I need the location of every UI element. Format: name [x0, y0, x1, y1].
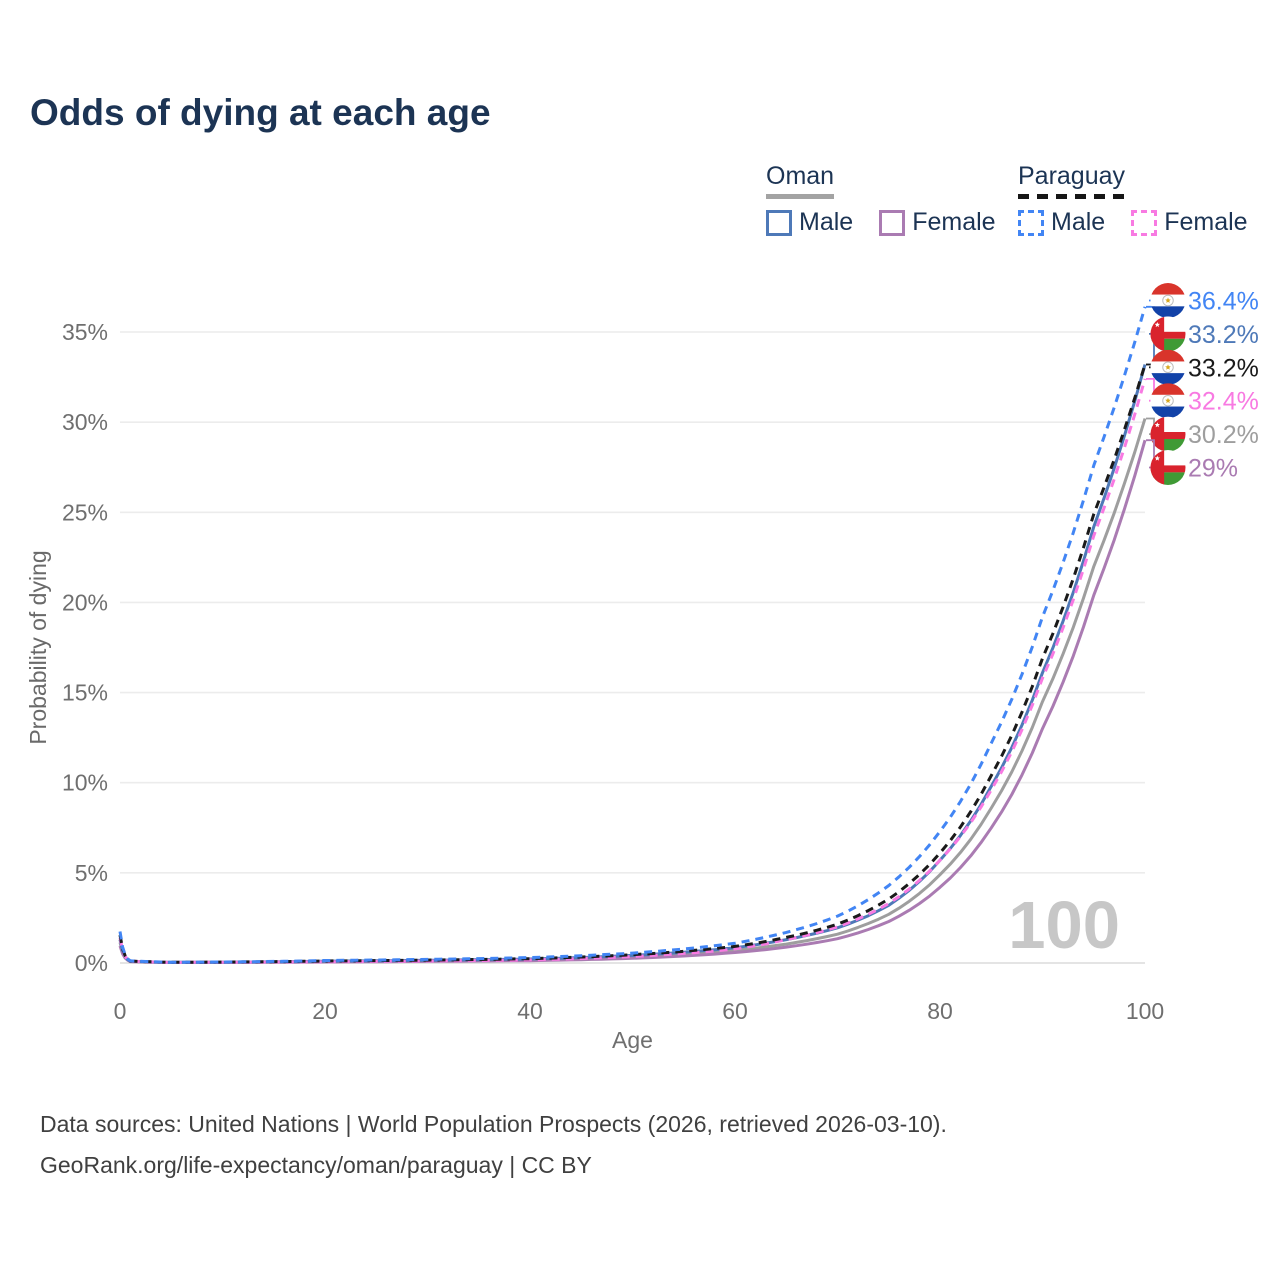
x-tick-label: 60 [722, 998, 748, 1024]
data-sources-line1: Data sources: United Nations | World Pop… [40, 1111, 947, 1137]
x-tick-label: 20 [312, 998, 338, 1024]
oman-flag-icon [1150, 450, 1186, 485]
paraguay-flag-icon [1150, 349, 1186, 385]
series-line-paraguay-female[interactable] [118, 378, 1147, 964]
end-value-label-oman-both: 30.2% [1188, 421, 1259, 449]
data-sources-line2: GeoRank.org/life-expectancy/oman/paragua… [40, 1152, 592, 1178]
legend-item-paraguay-male[interactable]: Male [1018, 208, 1105, 237]
end-value-label-paraguay-male: 36.4% [1188, 288, 1259, 316]
legend-group-oman: Oman Male Female [766, 162, 996, 237]
paraguay-country-line-swatch [1018, 194, 1126, 199]
series-line-paraguay-male[interactable] [118, 306, 1147, 964]
end-value-label-paraguay-both: 33.2% [1188, 354, 1259, 382]
x-tick-label: 0 [114, 998, 127, 1024]
end-value-label-oman-female: 29% [1188, 455, 1238, 483]
legend-item-oman-male[interactable]: Male [766, 208, 853, 237]
y-tick-label: 0% [75, 950, 108, 976]
y-tick-label: 10% [62, 770, 108, 796]
paraguay-female-swatch-icon [1131, 209, 1158, 236]
y-tick-label: 25% [62, 499, 108, 525]
series-line-oman-both[interactable] [118, 418, 1147, 964]
y-tick-label: 5% [75, 860, 108, 886]
page-title: Odds of dying at each age [30, 92, 491, 133]
oman-female-swatch-icon [879, 209, 906, 236]
end-value-label-oman-male: 33.2% [1188, 321, 1259, 349]
legend-item-paraguay-male-label: Male [1051, 208, 1106, 236]
paraguay-flag-icon [1150, 283, 1186, 318]
oman-country-line-swatch [766, 194, 835, 199]
legend-country-paraguay[interactable]: Paraguay [1018, 162, 1126, 199]
paraguay-flag-icon [1150, 383, 1186, 419]
oman-male-swatch-icon [766, 209, 792, 236]
legend-group-paraguay: Paraguay Male Female [1018, 162, 1248, 237]
y-tick-label: 30% [62, 409, 108, 435]
y-tick-label: 35% [62, 319, 108, 345]
hover-age-watermark: 100 [1008, 888, 1120, 963]
oman-flag-icon [1150, 416, 1186, 452]
y-axis-title: Probability of dying [25, 550, 51, 744]
data-sources: Data sources: United Nations | World Pop… [40, 1104, 947, 1186]
y-tick-label: 15% [62, 680, 108, 706]
legend-item-oman-female[interactable]: Female [879, 208, 996, 237]
legend-country-oman[interactable]: Oman [766, 162, 835, 199]
legend-item-paraguay-female-label: Female [1164, 208, 1248, 236]
end-value-label-paraguay-female: 32.4% [1188, 388, 1259, 416]
legend-item-paraguay-female[interactable]: Female [1131, 208, 1248, 237]
series-line-oman-female[interactable] [118, 439, 1147, 964]
x-tick-label: 40 [517, 998, 543, 1024]
legend-item-oman-female-label: Female [912, 208, 996, 236]
x-axis-title: Age [612, 1027, 653, 1053]
x-tick-label: 100 [1126, 998, 1164, 1024]
oman-flag-icon [1150, 316, 1186, 352]
legend-country-paraguay-label: Paraguay [1018, 162, 1126, 190]
legend-country-oman-label: Oman [766, 162, 835, 190]
paraguay-male-swatch-icon [1018, 209, 1044, 236]
x-tick-label: 80 [927, 998, 953, 1024]
legend-item-oman-male-label: Male [799, 208, 854, 236]
y-tick-label: 20% [62, 589, 108, 615]
